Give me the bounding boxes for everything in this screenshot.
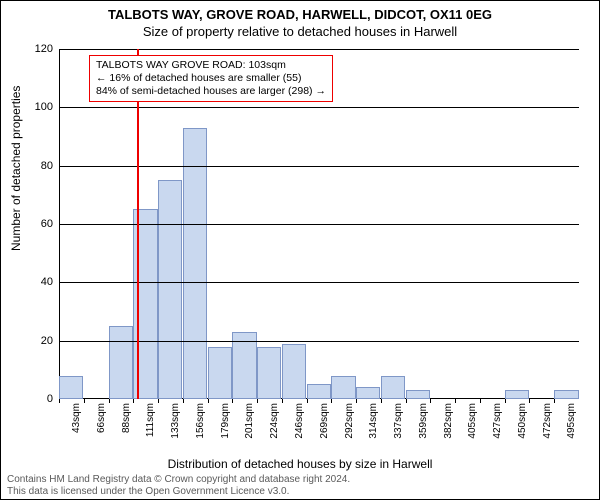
x-tick-mark: [282, 399, 283, 403]
histogram-bar: [331, 376, 355, 399]
x-tick-label: 111sqm: [145, 403, 156, 437]
x-tick-label: 314sqm: [368, 403, 379, 439]
histogram-bar: [307, 384, 331, 399]
x-tick-mark: [183, 399, 184, 403]
x-tick-label: 88sqm: [121, 403, 132, 433]
x-tick-mark: [331, 399, 332, 403]
x-tick-mark: [430, 399, 431, 403]
x-tick-mark: [505, 399, 506, 403]
x-tick-mark: [480, 399, 481, 403]
x-tick-label: 337sqm: [393, 403, 404, 439]
x-tick-label: 495sqm: [566, 403, 577, 439]
x-tick-label: 201sqm: [244, 403, 255, 439]
x-tick-mark: [406, 399, 407, 403]
histogram-bar: [356, 387, 380, 399]
footnote-line-2: This data is licensed under the Open Gov…: [7, 486, 593, 498]
x-tick-mark: [158, 399, 159, 403]
histogram-bar: [208, 347, 232, 400]
x-tick-label: 427sqm: [492, 403, 503, 439]
histogram-bar: [505, 390, 529, 399]
x-tick-mark: [529, 399, 530, 403]
x-tick-label: 450sqm: [517, 403, 528, 439]
x-tick-mark: [356, 399, 357, 403]
x-tick-mark: [232, 399, 233, 403]
x-tick-label: 156sqm: [195, 403, 206, 439]
x-axis-label: Distribution of detached houses by size …: [1, 457, 599, 471]
y-tick-label: 40: [41, 276, 53, 288]
annotation-line: TALBOTS WAY GROVE ROAD: 103sqm: [96, 59, 326, 72]
plot-area: 02040608010012043sqm66sqm88sqm111sqm133s…: [59, 49, 579, 399]
x-tick-mark: [307, 399, 308, 403]
x-tick-mark: [554, 399, 555, 403]
annotation-box: TALBOTS WAY GROVE ROAD: 103sqm← 16% of d…: [89, 55, 333, 102]
x-tick-label: 359sqm: [418, 403, 429, 439]
x-tick-mark: [455, 399, 456, 403]
x-tick-mark: [381, 399, 382, 403]
y-tick-label: 80: [41, 160, 53, 172]
footnote: Contains HM Land Registry data © Crown c…: [7, 474, 593, 497]
annotation-line: ← 16% of detached houses are smaller (55…: [96, 72, 326, 85]
x-tick-label: 66sqm: [96, 403, 107, 433]
x-tick-label: 133sqm: [170, 403, 181, 439]
y-tick-label: 0: [47, 393, 53, 405]
x-tick-mark: [109, 399, 110, 403]
x-tick-label: 246sqm: [294, 403, 305, 439]
histogram-bar: [554, 390, 578, 399]
x-tick-label: 405sqm: [467, 403, 478, 439]
histogram-bar: [406, 390, 430, 399]
y-tick-label: 120: [35, 43, 53, 55]
x-tick-label: 179sqm: [220, 403, 231, 439]
histogram-bar: [59, 376, 83, 399]
x-tick-mark: [133, 399, 134, 403]
chart-subtitle: Size of property relative to detached ho…: [1, 22, 599, 39]
y-tick-label: 100: [35, 101, 53, 113]
histogram-bar: [232, 332, 256, 399]
x-tick-mark: [84, 399, 85, 403]
x-tick-mark: [59, 399, 60, 403]
histogram-bar: [183, 128, 207, 399]
chart-container: TALBOTS WAY, GROVE ROAD, HARWELL, DIDCOT…: [0, 0, 600, 500]
x-tick-label: 472sqm: [542, 403, 553, 439]
histogram-bar: [158, 180, 182, 399]
y-tick-label: 60: [41, 218, 53, 230]
histogram-bar: [109, 326, 133, 399]
x-tick-label: 43sqm: [71, 403, 82, 433]
y-axis-label: Number of detached properties: [9, 86, 23, 251]
x-tick-mark: [257, 399, 258, 403]
x-tick-label: 382sqm: [443, 403, 454, 439]
y-tick-label: 20: [41, 335, 53, 347]
x-tick-mark: [208, 399, 209, 403]
x-tick-label: 269sqm: [319, 403, 330, 439]
x-tick-label: 224sqm: [269, 403, 280, 439]
chart-title: TALBOTS WAY, GROVE ROAD, HARWELL, DIDCOT…: [1, 1, 599, 22]
histogram-bar: [381, 376, 405, 399]
histogram-bar: [257, 347, 281, 400]
footnote-line-1: Contains HM Land Registry data © Crown c…: [7, 474, 593, 486]
histogram-bar: [282, 344, 306, 399]
x-tick-label: 292sqm: [344, 403, 355, 439]
annotation-line: 84% of semi-detached houses are larger (…: [96, 85, 326, 98]
